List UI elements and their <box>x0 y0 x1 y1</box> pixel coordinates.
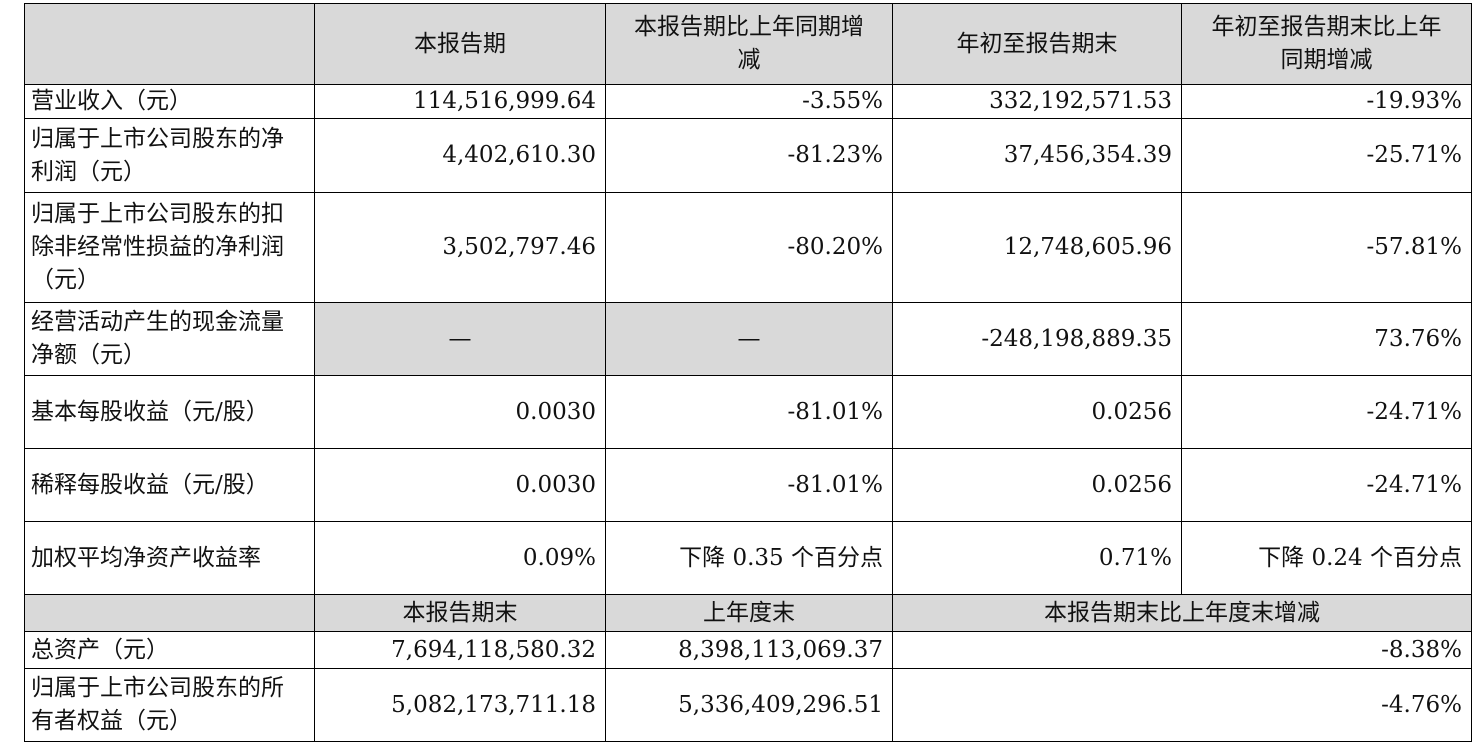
subheader-corner-cell <box>24 594 315 632</box>
row-value-current: 0.0030 <box>314 375 606 449</box>
row-value-ytd: 12,748,605.96 <box>892 192 1182 303</box>
row-value-current-yoy: -81.01% <box>605 448 893 522</box>
row-value-ytd-yoy: 下降 0.24 个百分点 <box>1181 521 1472 595</box>
table-row: 归属于上市公司股东的净利润（元） 4,402,610.30 -81.23% 37… <box>24 118 1472 193</box>
row-value-current: — <box>314 302 606 376</box>
header-current-period: 本报告期 <box>314 3 606 85</box>
table-row: 归属于上市公司股东的所有者权益（元） 5,082,173,711.18 5,33… <box>24 668 1472 742</box>
row-label: 稀释每股收益（元/股） <box>24 448 315 522</box>
table-row: 基本每股收益（元/股） 0.0030 -81.01% 0.0256 -24.71… <box>24 375 1472 449</box>
row-label: 营业收入（元） <box>24 84 315 119</box>
row-value-current: 0.0030 <box>314 448 606 522</box>
row-value-change: -4.76% <box>892 668 1472 742</box>
row-value-current: 114,516,999.64 <box>314 84 606 119</box>
subheader-period-end: 本报告期末 <box>314 594 606 632</box>
table-row: 归属于上市公司股东的扣除非经常性损益的净利润（元） 3,502,797.46 -… <box>24 192 1472 303</box>
row-value-current-yoy: — <box>605 302 893 376</box>
subheader-change-vs-prior-year-end: 本报告期末比上年度末增减 <box>892 594 1472 632</box>
header-ytd: 年初至报告期末 <box>892 3 1182 85</box>
table-row: 经营活动产生的现金流量净额（元） — — -248,198,889.35 73.… <box>24 302 1472 376</box>
row-value-current-yoy: 下降 0.35 个百分点 <box>605 521 893 595</box>
row-label: 归属于上市公司股东的净利润（元） <box>24 118 315 193</box>
row-value-current-yoy: -3.55% <box>605 84 893 119</box>
row-value-current-yoy: -80.20% <box>605 192 893 303</box>
row-value-period-end: 5,082,173,711.18 <box>314 668 606 742</box>
table-header-row: 本报告期 本报告期比上年同期增减 年初至报告期末 年初至报告期末比上年同期增减 <box>24 3 1472 85</box>
table-row: 稀释每股收益（元/股） 0.0030 -81.01% 0.0256 -24.71… <box>24 448 1472 522</box>
table-subheader-row: 本报告期末 上年度末 本报告期末比上年度末增减 <box>24 594 1472 632</box>
row-label: 加权平均净资产收益率 <box>24 521 315 595</box>
row-value-ytd-yoy: -57.81% <box>1181 192 1472 303</box>
row-label: 基本每股收益（元/股） <box>24 375 315 449</box>
row-label: 总资产（元） <box>24 631 315 669</box>
row-value-ytd-yoy: 73.76% <box>1181 302 1472 376</box>
row-value-ytd: -248,198,889.35 <box>892 302 1182 376</box>
row-value-ytd: 332,192,571.53 <box>892 84 1182 119</box>
header-ytd-yoy: 年初至报告期末比上年同期增减 <box>1181 3 1472 85</box>
row-value-ytd-yoy: -19.93% <box>1181 84 1472 119</box>
row-value-change: -8.38% <box>892 631 1472 669</box>
header-corner-cell <box>24 3 315 85</box>
table-row: 营业收入（元） 114,516,999.64 -3.55% 332,192,57… <box>24 84 1472 119</box>
row-value-current: 4,402,610.30 <box>314 118 606 193</box>
row-label: 归属于上市公司股东的扣除非经常性损益的净利润（元） <box>24 192 315 303</box>
row-value-ytd: 0.71% <box>892 521 1182 595</box>
row-value-period-end: 7,694,118,580.32 <box>314 631 606 669</box>
row-label: 经营活动产生的现金流量净额（元） <box>24 302 315 376</box>
row-value-ytd: 0.0256 <box>892 448 1182 522</box>
header-current-period-yoy: 本报告期比上年同期增减 <box>605 3 893 85</box>
table-row: 总资产（元） 7,694,118,580.32 8,398,113,069.37… <box>24 631 1472 669</box>
row-value-ytd-yoy: -25.71% <box>1181 118 1472 193</box>
row-value-current-yoy: -81.23% <box>605 118 893 193</box>
financial-summary-table: 本报告期 本报告期比上年同期增减 年初至报告期末 年初至报告期末比上年同期增减 … <box>24 3 1472 742</box>
row-value-ytd: 37,456,354.39 <box>892 118 1182 193</box>
row-value-current: 0.09% <box>314 521 606 595</box>
row-value-current: 3,502,797.46 <box>314 192 606 303</box>
row-value-ytd: 0.0256 <box>892 375 1182 449</box>
row-value-prior-year-end: 5,336,409,296.51 <box>605 668 893 742</box>
row-value-ytd-yoy: -24.71% <box>1181 448 1472 522</box>
row-label: 归属于上市公司股东的所有者权益（元） <box>24 668 315 742</box>
subheader-prior-year-end: 上年度末 <box>605 594 893 632</box>
row-value-ytd-yoy: -24.71% <box>1181 375 1472 449</box>
table-row: 加权平均净资产收益率 0.09% 下降 0.35 个百分点 0.71% 下降 0… <box>24 521 1472 595</box>
row-value-prior-year-end: 8,398,113,069.37 <box>605 631 893 669</box>
row-value-current-yoy: -81.01% <box>605 375 893 449</box>
